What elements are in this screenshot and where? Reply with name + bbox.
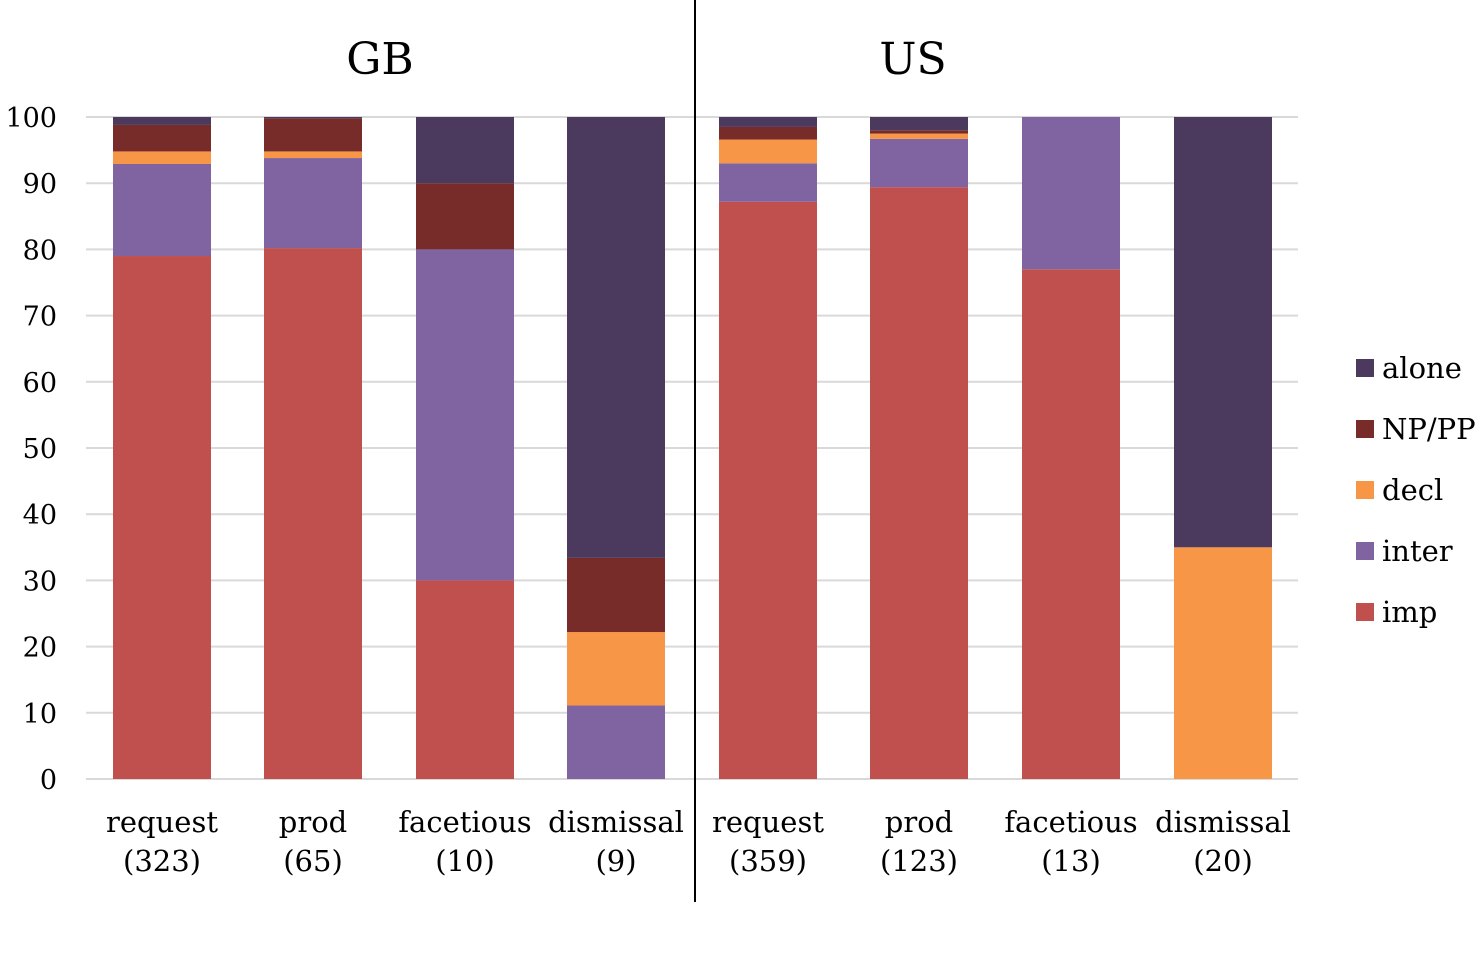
bar-segment-imp xyxy=(113,256,211,779)
bar-segment-imp xyxy=(870,187,968,779)
y-tick-label: 60 xyxy=(23,368,57,399)
bar-segment-inter xyxy=(113,164,211,257)
bar-segment-np-pp xyxy=(416,183,514,250)
category-label: facetious xyxy=(1004,805,1137,839)
category-count: (20) xyxy=(1193,844,1253,878)
y-tick-label: 40 xyxy=(23,500,57,531)
category-label: prod xyxy=(279,805,347,839)
bar-segment-inter xyxy=(1022,117,1120,270)
legend-label: NP/PP xyxy=(1382,412,1476,446)
category-label: request xyxy=(106,805,218,839)
legend-swatch-inter xyxy=(1356,542,1374,560)
bar-segment-imp xyxy=(416,580,514,779)
category-label: request xyxy=(712,805,824,839)
category-label: dismissal xyxy=(548,805,684,839)
bar-segment-inter xyxy=(416,249,514,581)
legend-swatch-alone xyxy=(1356,359,1374,377)
y-tick-label: 10 xyxy=(23,699,57,730)
category-count: (10) xyxy=(435,844,495,878)
category-label: facetious xyxy=(398,805,531,839)
bar-segment-alone xyxy=(567,117,665,558)
legend-swatch-imp xyxy=(1356,603,1374,621)
bar-segment-alone xyxy=(1174,117,1272,548)
bar-segment-imp xyxy=(1022,269,1120,779)
y-tick-label: 90 xyxy=(23,169,57,200)
y-tick-label: 0 xyxy=(40,765,57,796)
category-count: (359) xyxy=(729,844,807,878)
bar-segment-decl xyxy=(567,632,665,706)
bar-segment-alone xyxy=(113,117,211,125)
category-count: (323) xyxy=(123,844,201,878)
bar-segment-inter xyxy=(567,705,665,779)
bar-segment-alone xyxy=(416,117,514,184)
bar-segment-decl xyxy=(1174,547,1272,779)
group-title: GB xyxy=(346,34,413,85)
category-count: (13) xyxy=(1041,844,1101,878)
legend-label: inter xyxy=(1382,534,1453,568)
bar-segment-np-pp xyxy=(870,130,968,134)
bar-segment-inter xyxy=(870,138,968,188)
y-tick-label: 70 xyxy=(23,302,57,333)
bar-segment-np-pp xyxy=(567,557,665,633)
legend-swatch-np-pp xyxy=(1356,420,1374,438)
bar-segment-np-pp xyxy=(113,124,211,152)
category-count: (65) xyxy=(283,844,343,878)
bar-segment-alone xyxy=(870,117,968,131)
bar-segment-decl xyxy=(870,133,968,139)
bar-segment-decl xyxy=(264,151,362,159)
bar-segment-decl xyxy=(719,139,817,164)
y-tick-label: 80 xyxy=(23,235,57,266)
bar-segment-decl xyxy=(113,151,211,165)
y-tick-label: 50 xyxy=(23,434,57,465)
y-tick-label: 30 xyxy=(23,566,57,597)
legend-label: alone xyxy=(1382,351,1462,385)
y-tick-label: 20 xyxy=(23,633,57,664)
bar-segment-alone xyxy=(719,117,817,127)
category-label: prod xyxy=(885,805,953,839)
bar-segment-inter xyxy=(719,163,817,202)
legend-label: decl xyxy=(1382,473,1443,507)
bar-segment-imp xyxy=(719,201,817,780)
legend-label: imp xyxy=(1382,595,1437,629)
bar-segment-alone xyxy=(264,117,362,119)
category-label: dismissal xyxy=(1155,805,1291,839)
category-count: (9) xyxy=(595,844,636,878)
bar-segment-imp xyxy=(264,248,362,780)
bar-segment-np-pp xyxy=(719,126,817,140)
category-count: (123) xyxy=(880,844,958,878)
group-title: US xyxy=(879,34,946,85)
bar-segment-np-pp xyxy=(264,118,362,152)
legend-swatch-decl xyxy=(1356,481,1374,499)
y-tick-label: 100 xyxy=(5,103,57,134)
bar-segment-inter xyxy=(264,158,362,249)
